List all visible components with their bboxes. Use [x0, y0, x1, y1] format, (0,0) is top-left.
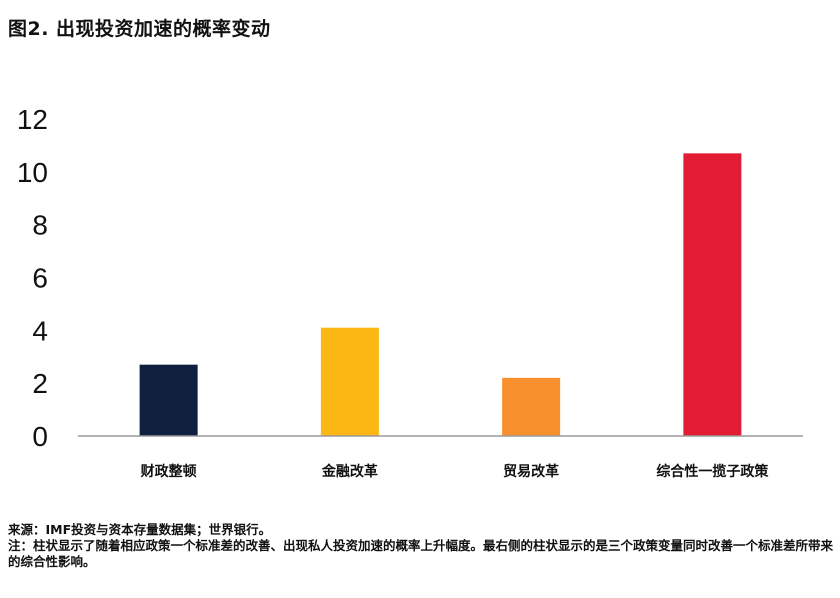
x-tick-label: 金融改革 [321, 463, 378, 480]
bar-3 [502, 377, 561, 436]
x-tick-label: 贸易改革 [503, 463, 559, 480]
x-tick-label: 财政整顿 [140, 463, 197, 480]
bar-chart: 0 2 4 6 8 10 12 财政整顿 金融改革 贸易改革 综合性一揽子政策 [17, 104, 803, 480]
bars [139, 153, 742, 436]
y-tick-label: 10 [17, 157, 48, 188]
source-note: 来源：IMF投资与资本存量数据集；世界银行。 [8, 522, 272, 537]
y-tick-label: 6 [32, 263, 48, 294]
y-tick-label: 8 [32, 210, 48, 241]
y-tick-label: 4 [32, 315, 48, 346]
x-axis-tick-labels: 财政整顿 金融改革 贸易改革 综合性一揽子政策 [140, 463, 770, 480]
explanatory-note: 注：柱状显示了随着相应政策一个标准差的改善、出现私人投资加速的概率上升幅度。最右… [8, 538, 834, 569]
chart-title: 图2. 出现投资加速的概率变动 [8, 18, 271, 40]
y-tick-label: 0 [32, 421, 48, 452]
x-tick-label: 综合性一揽子政策 [656, 463, 769, 480]
y-tick-label: 12 [17, 104, 48, 135]
bar-1 [139, 364, 198, 436]
bar-4 [683, 153, 742, 436]
footnotes: 来源：IMF投资与资本存量数据集；世界银行。 注：柱状显示了随着相应政策一个标准… [8, 522, 838, 570]
y-tick-label: 2 [32, 368, 48, 399]
bar-2 [320, 327, 379, 436]
y-axis-tick-labels: 0 2 4 6 8 10 12 [17, 104, 48, 452]
